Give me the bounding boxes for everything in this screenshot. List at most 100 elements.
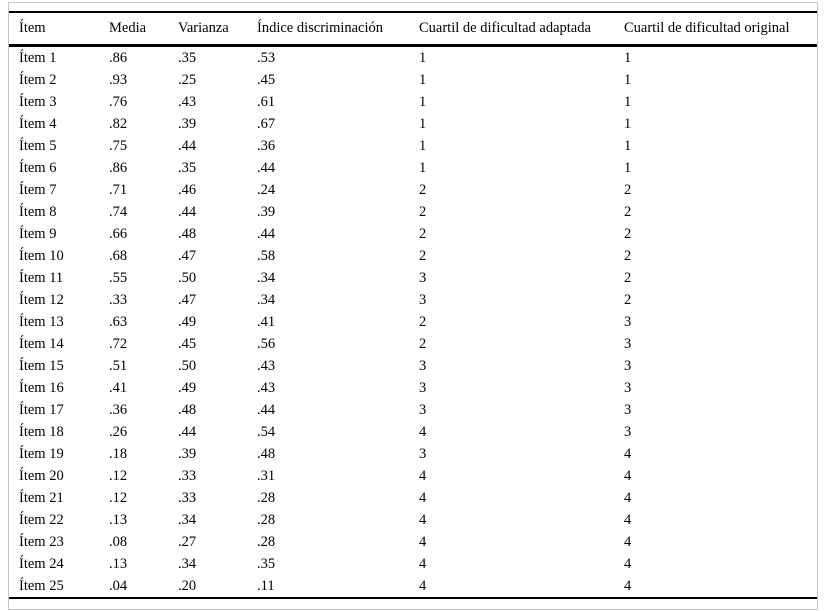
cell-varianza: .49 (178, 313, 197, 330)
cell-media: .36 (109, 401, 128, 418)
cell-media: .04 (109, 577, 128, 594)
cell-item: Ítem 2 (19, 71, 57, 88)
cell-item: Ítem 11 (19, 269, 64, 286)
table-row: Ítem 13 .63 .49 .41 2 3 (9, 311, 817, 333)
cell-media: .75 (109, 137, 128, 154)
col-header-item: Ítem (9, 12, 99, 47)
cell-indice-discriminacion: .43 (257, 357, 276, 374)
table-row: Ítem 4 .82 .39 .67 1 1 (9, 113, 817, 135)
table-row: Ítem 3 .76 .43 .61 1 1 (9, 91, 817, 113)
cell-cuartil-dificultad-original: 1 (624, 137, 632, 154)
table-row: Ítem 8 .74 .44 .39 2 2 (9, 201, 817, 223)
table-row: Ítem 11 .55 .50 .34 3 2 (9, 267, 817, 289)
cell-item: Ítem 6 (19, 159, 57, 176)
col-header-cuartil-dificultad-original: Cuartil de dificultad original (614, 12, 817, 47)
cell-media: .41 (109, 379, 128, 396)
cell-media: .12 (109, 489, 128, 506)
cell-indice-discriminacion: .61 (257, 93, 276, 110)
cell-cuartil-dificultad-original: 4 (624, 555, 632, 572)
cell-indice-discriminacion: .35 (257, 555, 276, 572)
cell-cuartil-dificultad-adaptada: 3 (419, 291, 427, 308)
cell-item: Ítem 12 (19, 291, 64, 308)
table-row: Ítem 25 .04 .20 .11 4 4 (9, 575, 817, 598)
cell-media: .72 (109, 335, 128, 352)
col-header-varianza: Varianza (168, 12, 247, 47)
cell-cuartil-dificultad-original: 4 (624, 511, 632, 528)
cell-varianza: .25 (178, 71, 197, 88)
cell-media: .86 (109, 159, 128, 176)
cell-cuartil-dificultad-adaptada: 2 (419, 181, 427, 198)
cell-item: Ítem 3 (19, 93, 57, 110)
cell-media: .12 (109, 467, 128, 484)
cell-media: .51 (109, 357, 128, 374)
cell-indice-discriminacion: .24 (257, 181, 276, 198)
cell-cuartil-dificultad-original: 3 (624, 313, 632, 330)
cell-varianza: .27 (178, 533, 197, 550)
header-row: Ítem Media Varianza Índice discriminació… (9, 12, 817, 47)
cell-cuartil-dificultad-adaptada: 2 (419, 203, 427, 220)
item-statistics-table: Ítem Media Varianza Índice discriminació… (9, 11, 817, 599)
cell-cuartil-dificultad-adaptada: 2 (419, 247, 427, 264)
cell-cuartil-dificultad-adaptada: 1 (419, 93, 427, 110)
cell-cuartil-dificultad-adaptada: 1 (419, 115, 427, 132)
cell-cuartil-dificultad-original: 4 (624, 467, 632, 484)
cell-varianza: .20 (178, 577, 197, 594)
cell-cuartil-dificultad-adaptada: 1 (419, 49, 427, 66)
cell-cuartil-dificultad-original: 1 (624, 159, 632, 176)
cell-indice-discriminacion: .45 (257, 71, 276, 88)
cell-media: .82 (109, 115, 128, 132)
cell-item: Ítem 4 (19, 115, 57, 132)
cell-cuartil-dificultad-adaptada: 4 (419, 467, 427, 484)
table-row: Ítem 20 .12 .33 .31 4 4 (9, 465, 817, 487)
cell-indice-discriminacion: .56 (257, 335, 276, 352)
table-row: Ítem 24 .13 .34 .35 4 4 (9, 553, 817, 575)
col-header-media: Media (99, 12, 168, 47)
cell-varianza: .44 (178, 423, 197, 440)
cell-indice-discriminacion: .44 (257, 159, 276, 176)
cell-item: Ítem 10 (19, 247, 64, 264)
cell-cuartil-dificultad-adaptada: 1 (419, 71, 427, 88)
cell-item: Ítem 1 (19, 49, 57, 66)
cell-indice-discriminacion: .54 (257, 423, 276, 440)
cell-cuartil-dificultad-adaptada: 1 (419, 137, 427, 154)
cell-varianza: .48 (178, 401, 197, 418)
cell-item: Ítem 8 (19, 203, 57, 220)
table-body: Ítem 1.86.35.53 1 1 Ítem 2.93.25.45 1 1 Ítem 3… (9, 46, 817, 599)
cell-cuartil-dificultad-original: 3 (624, 335, 632, 352)
cell-indice-discriminacion: .36 (257, 137, 276, 154)
cell-media: .66 (109, 225, 128, 242)
cell-item: Ítem 7 (19, 181, 57, 198)
cell-cuartil-dificultad-original: 4 (624, 489, 632, 506)
cell-varianza: .44 (178, 203, 197, 220)
cell-cuartil-dificultad-original: 2 (624, 203, 632, 220)
cell-varianza: .45 (178, 335, 197, 352)
table-row: Ítem 1 .86 .35 .53 1 1 (9, 46, 817, 70)
table-row: Ítem 5 .75 .44 .36 1 1 (9, 135, 817, 157)
cell-cuartil-dificultad-original: 2 (624, 269, 632, 286)
table-row: Ítem 14 .72 .45 .56 2 3 (9, 333, 817, 355)
cell-varianza: .46 (178, 181, 197, 198)
cell-cuartil-dificultad-original: 3 (624, 357, 632, 374)
cell-varianza: .34 (178, 555, 197, 572)
table-row: Ítem 22 .13 .34 .28 4 4 (9, 509, 817, 531)
cell-indice-discriminacion: .11 (257, 577, 275, 594)
cell-varianza: .49 (178, 379, 197, 396)
cell-varianza: .50 (178, 269, 197, 286)
table-row: Ítem 9 .66 .48 .44 2 2 (9, 223, 817, 245)
cell-item: Ítem 15 (19, 357, 64, 374)
cell-varianza: .33 (178, 489, 197, 506)
cell-item: Ítem 18 (19, 423, 64, 440)
cell-indice-discriminacion: .41 (257, 313, 276, 330)
cell-indice-discriminacion: .28 (257, 533, 276, 550)
cell-indice-discriminacion: .44 (257, 401, 276, 418)
cell-varianza: .44 (178, 137, 197, 154)
cell-cuartil-dificultad-adaptada: 2 (419, 313, 427, 330)
cell-media: .76 (109, 93, 128, 110)
cell-cuartil-dificultad-adaptada: 4 (419, 533, 427, 550)
cell-item: Ítem 16 (19, 379, 64, 396)
cell-item: Ítem 14 (19, 335, 64, 352)
cell-indice-discriminacion: .67 (257, 115, 276, 132)
cell-media: .68 (109, 247, 128, 264)
cell-media: .86 (109, 49, 128, 66)
col-header-cuartil-dificultad-adaptada: Cuartil de dificultad adaptada (409, 12, 614, 47)
